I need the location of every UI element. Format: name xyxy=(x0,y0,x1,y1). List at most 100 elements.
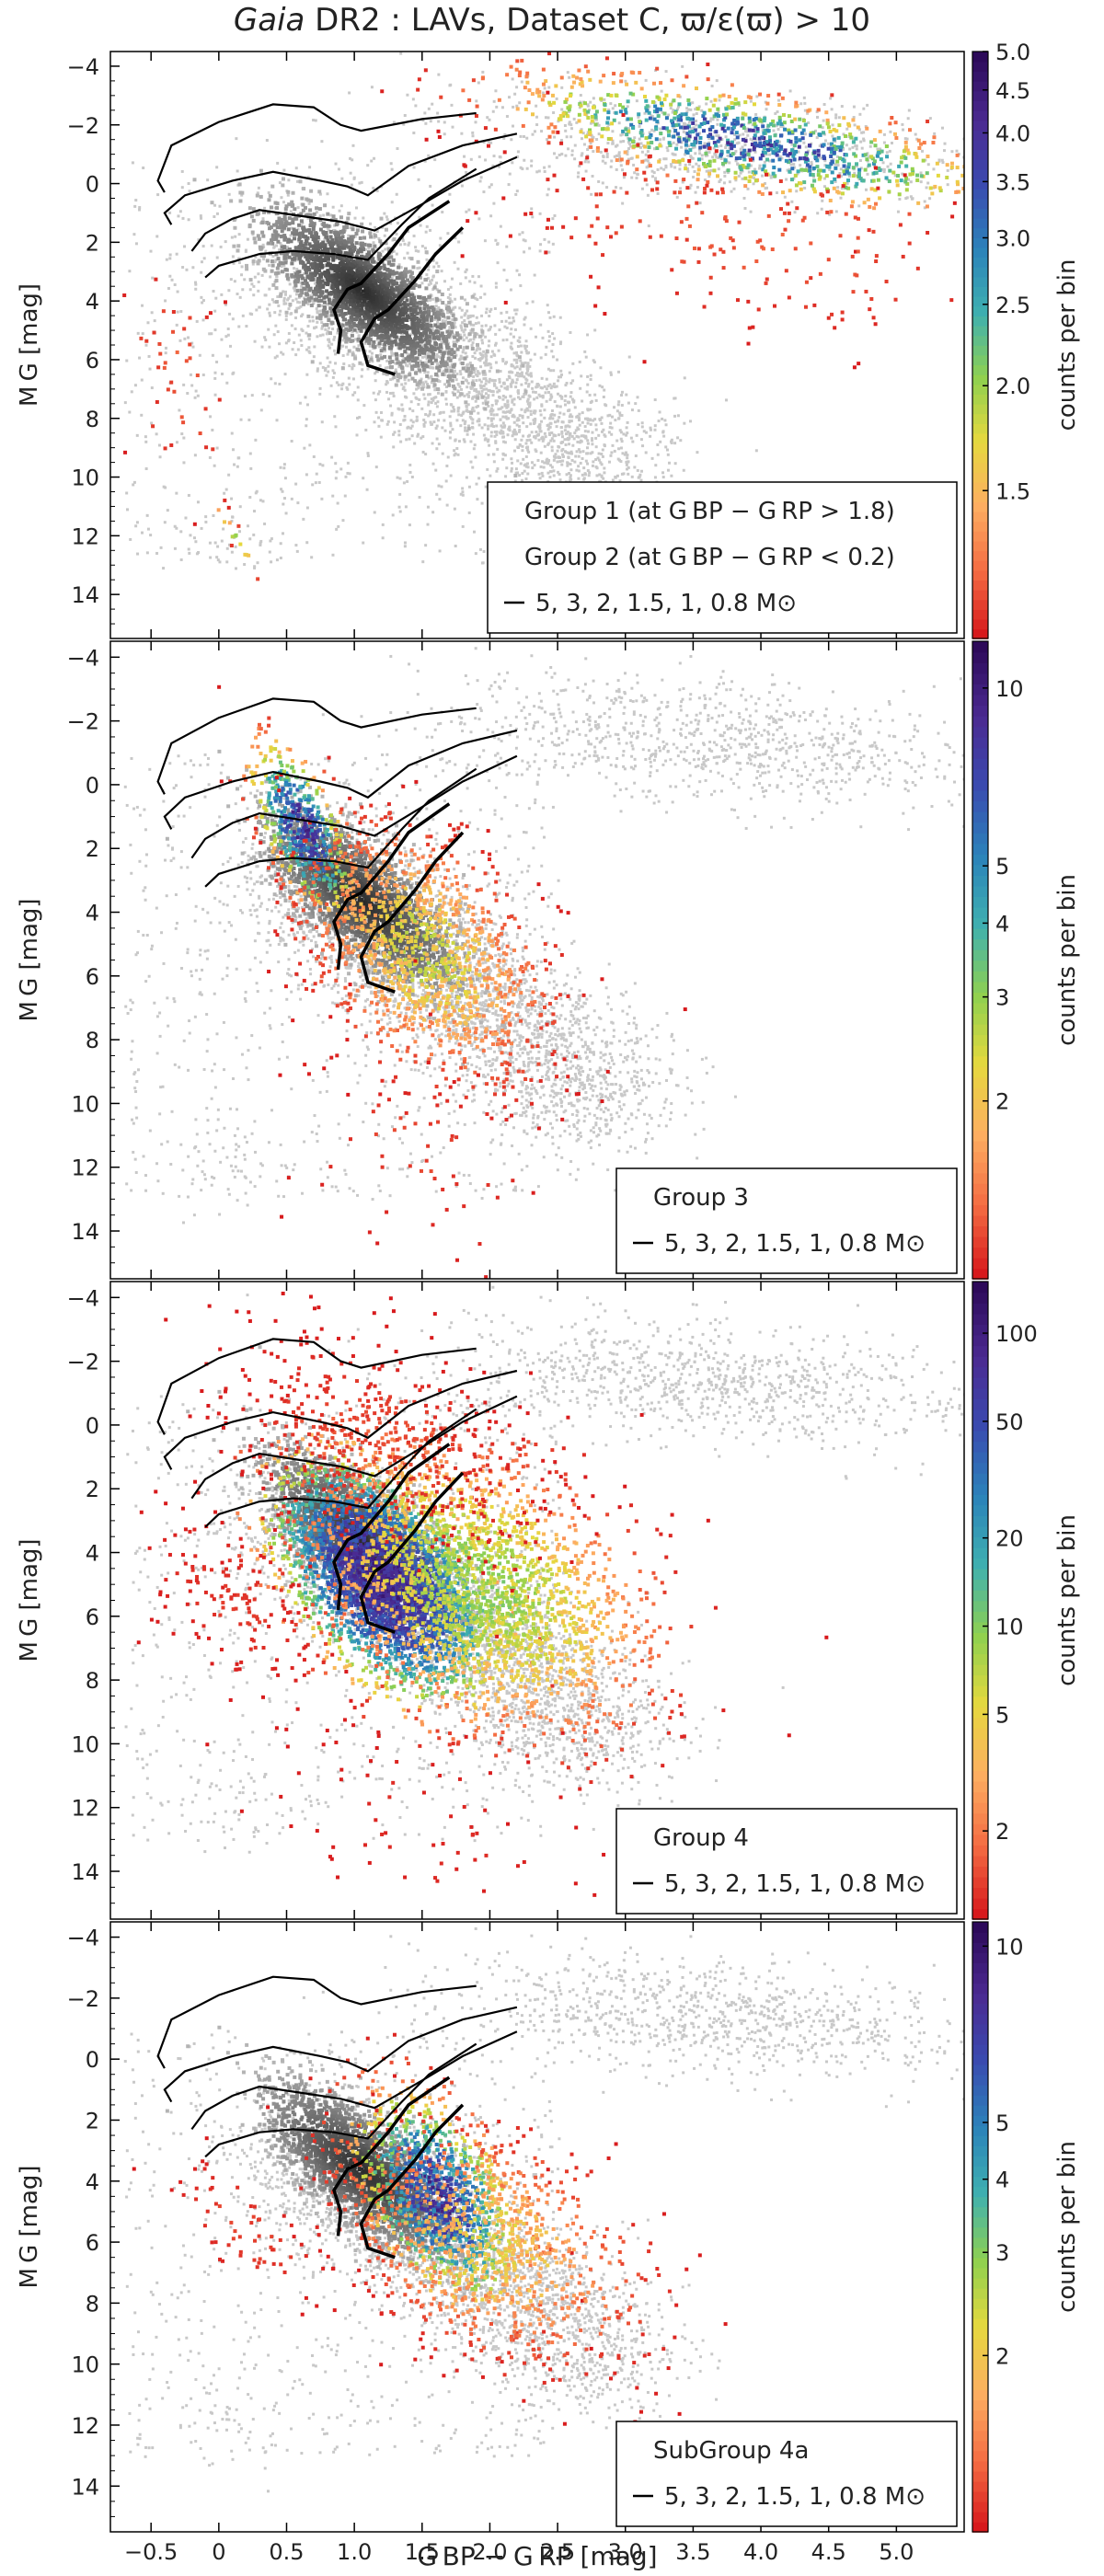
grey-point xyxy=(366,164,369,167)
grey-point xyxy=(493,324,496,327)
core-point xyxy=(277,257,281,260)
grey-point xyxy=(611,143,614,145)
grey-point xyxy=(495,470,498,473)
grey-point xyxy=(412,98,415,100)
grey-point xyxy=(547,391,550,394)
grey-point xyxy=(178,408,180,411)
grey-point xyxy=(845,128,848,131)
grey-point xyxy=(225,382,228,385)
grey-point xyxy=(534,421,536,424)
grey-point xyxy=(561,435,564,438)
grey-point xyxy=(285,512,288,514)
grey-point xyxy=(590,401,592,404)
grey-point xyxy=(488,315,490,317)
grey-point xyxy=(485,311,488,314)
grey-point xyxy=(560,108,563,110)
grey-point xyxy=(264,339,267,341)
grey-point xyxy=(384,235,386,237)
grey-point xyxy=(159,455,162,458)
grey-point xyxy=(215,556,218,558)
grey-point xyxy=(316,370,319,373)
grey-point xyxy=(514,438,517,441)
grey-point xyxy=(331,495,334,498)
grey-point xyxy=(239,296,242,299)
grey-point xyxy=(908,109,911,112)
grey-point xyxy=(441,426,443,429)
grey-point xyxy=(906,138,909,141)
grey-point xyxy=(385,366,387,369)
grey-point xyxy=(723,175,726,178)
grey-point xyxy=(519,359,522,362)
grey-point xyxy=(921,150,924,153)
grey-point xyxy=(552,355,555,358)
grey-point xyxy=(740,172,742,175)
grey-point xyxy=(280,466,282,469)
grey-point xyxy=(484,158,487,161)
grey-point xyxy=(414,104,417,107)
grey-point xyxy=(859,141,862,144)
grey-point xyxy=(462,494,465,497)
grey-point xyxy=(241,288,244,291)
grey-point xyxy=(404,419,407,421)
grey-point xyxy=(525,425,528,428)
grey-point xyxy=(249,288,252,291)
grey-point xyxy=(295,298,298,301)
grey-point xyxy=(505,466,508,469)
grey-point xyxy=(498,378,500,381)
grey-point xyxy=(679,439,682,442)
grey-point xyxy=(489,186,491,189)
grey-point xyxy=(312,319,315,322)
grey-point xyxy=(579,361,581,363)
grey-point xyxy=(183,245,186,247)
grey-point xyxy=(511,363,513,366)
grey-point xyxy=(307,325,310,328)
grey-point xyxy=(379,364,382,367)
grey-point xyxy=(427,523,430,526)
grey-point xyxy=(567,462,569,465)
grey-point xyxy=(610,374,613,376)
grey-point xyxy=(547,311,550,314)
grey-point xyxy=(538,427,541,430)
grey-point xyxy=(429,393,431,396)
grey-point xyxy=(601,463,604,466)
grey-point xyxy=(534,130,536,132)
grey-point xyxy=(637,423,639,426)
grey-point xyxy=(128,411,131,414)
grey-point xyxy=(168,257,171,259)
grey-point xyxy=(296,301,299,304)
grey-point xyxy=(712,118,715,121)
grey-point xyxy=(539,243,542,246)
grey-point xyxy=(598,452,601,454)
grey-point xyxy=(373,392,375,395)
grey-point xyxy=(285,318,288,321)
grey-point xyxy=(551,332,554,335)
grey-point xyxy=(287,307,290,310)
grey-point xyxy=(294,316,297,319)
grey-point xyxy=(516,378,519,381)
grey-point xyxy=(502,421,505,424)
grey-point xyxy=(608,414,611,417)
grey-point xyxy=(136,521,139,523)
grey-point xyxy=(516,424,519,427)
grey-point xyxy=(434,469,437,472)
core-point xyxy=(210,201,213,204)
grey-point xyxy=(375,466,378,468)
grey-point xyxy=(322,334,325,337)
grey-point xyxy=(407,426,409,429)
grey-point xyxy=(336,470,339,473)
grey-point xyxy=(567,455,569,458)
core-point xyxy=(447,301,451,305)
grey-point xyxy=(321,420,324,423)
grey-point xyxy=(551,446,554,449)
grey-point xyxy=(474,305,477,308)
grey-point xyxy=(196,320,199,323)
core-point xyxy=(419,332,422,336)
grey-point xyxy=(278,314,281,316)
grey-point xyxy=(619,460,622,463)
grey-point xyxy=(477,275,480,278)
grey-point xyxy=(407,252,409,255)
grey-point xyxy=(602,455,604,458)
grey-point xyxy=(883,133,886,136)
grey-point xyxy=(795,190,798,192)
